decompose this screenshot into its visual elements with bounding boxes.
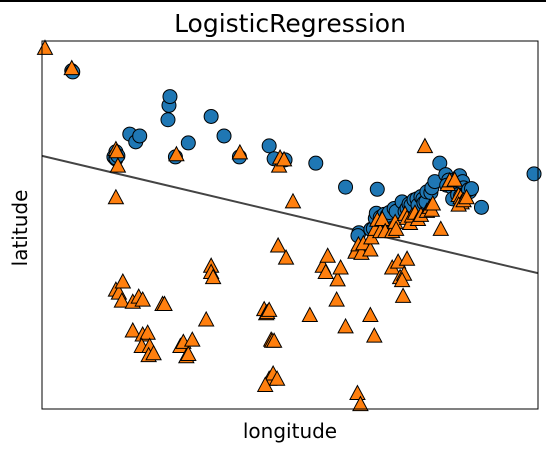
scatter-point-triangle	[393, 271, 411, 288]
scatter-point-triangle	[284, 192, 302, 209]
scatter-point-circle	[180, 135, 196, 151]
scatter-point-triangle	[107, 188, 125, 205]
scatter-point-triangle	[156, 295, 173, 311]
scatter-point-circle	[261, 138, 277, 154]
scatter-point-triangle	[113, 292, 131, 308]
scatter-point-triangle	[458, 188, 475, 205]
scatter-point-circle	[162, 89, 178, 105]
scatter-point-triangle	[145, 344, 162, 361]
decision-boundary-layer	[42, 154, 538, 275]
chart-title: LogisticRegression	[174, 9, 406, 38]
scatter-point-triangle	[424, 194, 442, 211]
scatter-point-circle	[473, 199, 489, 215]
scatter-point-triangle	[108, 142, 126, 159]
scatter-point-triangle	[301, 306, 319, 323]
scatter-point-triangle	[204, 268, 222, 285]
y-axis-label: latitude	[8, 190, 32, 267]
scatter-point-triangle	[349, 384, 366, 401]
scatter-point-triangle	[183, 331, 201, 347]
scatter-point-triangle	[352, 395, 369, 412]
scatter-point-triangle	[231, 143, 249, 160]
scatter-point-circle	[203, 108, 219, 124]
decision-boundary-line	[42, 154, 538, 275]
scatter-point-triangle	[134, 291, 152, 307]
scatter-point-circle	[160, 112, 176, 128]
scatter-point-triangle	[446, 171, 464, 187]
scatter-point-triangle	[394, 287, 412, 303]
scatter-point-triangle	[365, 327, 383, 343]
scatter-point-triangle	[329, 270, 346, 287]
scatter-points-layer	[36, 39, 542, 412]
plot-frame	[41, 40, 539, 410]
scatter-point-triangle	[124, 321, 142, 338]
scatter-point-triangle	[398, 250, 416, 266]
scatter-point-triangle	[362, 306, 379, 323]
scatter-point-circle	[526, 166, 542, 182]
scatter-point-triangle	[432, 220, 450, 236]
scatter-point-triangle	[63, 59, 81, 76]
scatter-point-triangle	[109, 157, 127, 173]
scatter-point-triangle	[332, 258, 349, 275]
scatter-point-triangle	[179, 345, 197, 362]
scatter-point-circle	[338, 179, 354, 195]
scatter-point-circle	[132, 128, 148, 144]
scatter-point-triangle	[256, 376, 274, 392]
scatter-point-triangle	[260, 301, 278, 317]
top-rule	[0, 0, 546, 2]
scatter-point-circle	[308, 155, 324, 171]
scatter-point-triangle	[275, 150, 293, 167]
scatter-point-triangle	[114, 272, 132, 289]
x-axis-label: longitude	[243, 419, 337, 443]
scatter-point-triangle	[36, 39, 54, 55]
scatter-point-triangle	[265, 332, 283, 348]
scatter-point-triangle	[168, 145, 185, 162]
scatter-point-triangle	[337, 317, 354, 334]
scatter-point-circle	[216, 128, 232, 144]
scatter-point-triangle	[416, 137, 434, 154]
scatter-point-triangle	[362, 240, 379, 257]
scatter-point-triangle	[387, 220, 405, 236]
scatter-point-triangle	[268, 370, 286, 386]
scatter-point-triangle	[277, 249, 295, 265]
scatter-point-triangle	[197, 310, 215, 327]
scatter-point-triangle	[373, 210, 391, 226]
scatter-point-triangle	[319, 247, 337, 263]
scatter-point-circle	[369, 181, 385, 197]
scatter-point-triangle	[139, 324, 156, 340]
scatter-point-triangle	[328, 291, 345, 307]
scatter-point-triangle	[317, 263, 335, 279]
scatter-point-triangle	[269, 236, 287, 253]
